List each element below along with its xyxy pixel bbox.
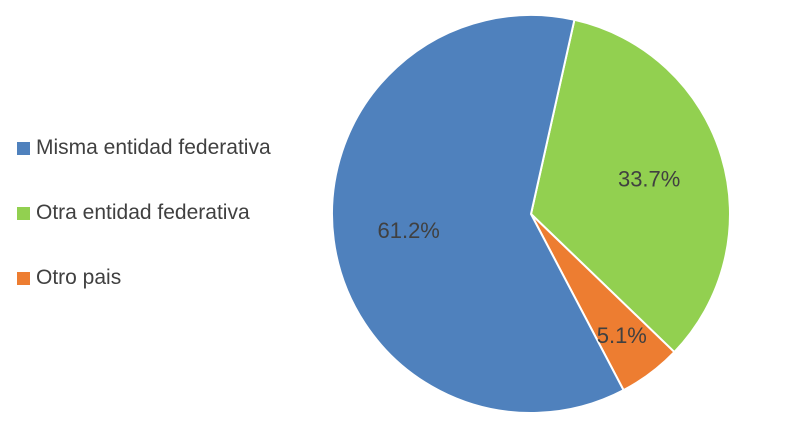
legend-item-otro-pais: Otro pais xyxy=(17,263,271,293)
legend-label-otro-pais: Otro pais xyxy=(36,266,122,289)
chart-legend: Misma entidad federativa Otra entidad fe… xyxy=(17,133,271,328)
legend-label-misma-entidad: Misma entidad federativa xyxy=(36,136,271,159)
slice-label-otro-pais: 5.1% xyxy=(597,323,647,348)
legend-swatch-otra-entidad xyxy=(17,206,30,220)
legend-swatch-otro-pais xyxy=(17,271,30,285)
slice-label-otra-entidad: 33.7% xyxy=(618,166,680,191)
legend-label-otra-entidad: Otra entidad federativa xyxy=(36,201,250,224)
legend-item-otra-entidad: Otra entidad federativa xyxy=(17,198,271,228)
legend-item-misma-entidad: Misma entidad federativa xyxy=(17,133,271,163)
pie-slice-otra-entidad xyxy=(529,18,731,354)
pie-slice-misma-entidad xyxy=(331,14,625,414)
legend-swatch-misma-entidad xyxy=(17,141,30,155)
slice-label-misma-entidad: 61.2% xyxy=(377,218,439,243)
